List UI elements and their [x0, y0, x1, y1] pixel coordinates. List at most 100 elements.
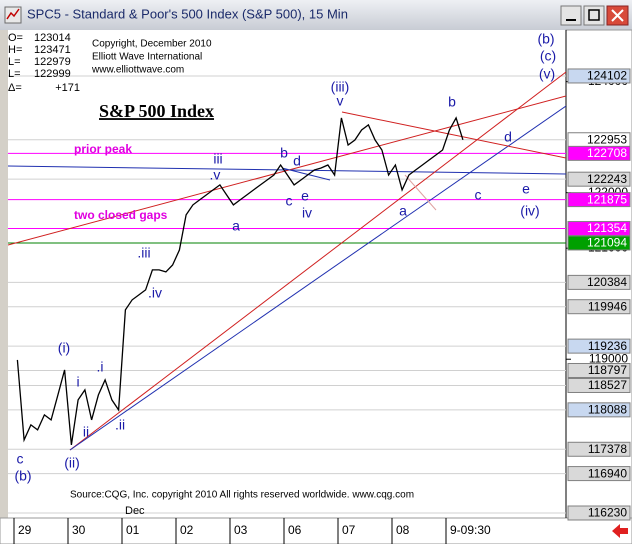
y-tick-label: 119000 [589, 351, 628, 365]
copyright: www.elliottwave.com [91, 65, 184, 76]
minimize-button[interactable] [560, 5, 582, 26]
wave-label: (b) [14, 468, 31, 484]
price-label-box [567, 192, 631, 208]
wave-label: c [17, 451, 24, 467]
price-label: 117378 [588, 442, 627, 456]
trend-line [404, 174, 437, 211]
close-glyph [611, 9, 624, 22]
ohlc-label: H= [8, 44, 22, 56]
price-label: 122243 [587, 172, 627, 186]
price-label-box [567, 68, 631, 84]
ohlc-value: +171 [55, 82, 80, 94]
copyright: Copyright, December 2010 [92, 39, 212, 50]
price-label-box [567, 505, 631, 521]
x-tick-label: 03 [234, 523, 248, 537]
x-tick-label: 08 [396, 523, 410, 537]
title-bar [0, 0, 632, 30]
annotation: prior peak [74, 142, 132, 156]
price-series [16, 116, 464, 445]
wave-label: b [448, 94, 456, 110]
wave-label: .iii [137, 245, 150, 261]
wave-label: .iv [148, 285, 162, 301]
wave-label: iii [213, 151, 222, 167]
ohlc-value: 123014 [34, 32, 71, 44]
wave-label: c [286, 193, 293, 209]
ohlc-label: L= [8, 56, 21, 68]
x-tick-label: 30 [72, 523, 86, 537]
wave-label: .v [210, 167, 221, 183]
price-label: 119236 [588, 339, 627, 353]
wave-label: (c) [540, 48, 556, 64]
price-label: 119946 [588, 299, 627, 313]
price-axis [565, 29, 632, 519]
wave-label: e [301, 188, 309, 204]
annotation: two closed gaps [74, 208, 168, 222]
price-label-box [567, 441, 631, 457]
trend-line [8, 95, 566, 246]
wave-label: (iv) [520, 203, 539, 219]
price-label-box [567, 402, 631, 418]
price-label: 124102 [587, 69, 627, 83]
wave-label: iv [302, 205, 312, 221]
ohlc-value: 122979 [34, 56, 71, 68]
wave-label: e [522, 181, 530, 197]
price-label-box [567, 377, 631, 393]
maximize-glyph [588, 9, 600, 21]
trend-line [341, 111, 566, 159]
price-label-box [567, 145, 631, 161]
plot-area [8, 30, 566, 518]
wave-label: (ii) [64, 455, 80, 471]
wave-label: a [232, 218, 240, 234]
wave-label: ii [83, 424, 89, 440]
price-label-box [567, 235, 631, 251]
price-label: 116940 [588, 466, 627, 480]
price-line [16, 116, 464, 445]
ohlc-label: L= [8, 68, 21, 80]
wave-label: (iii) [331, 79, 350, 95]
source: Source:CQG, Inc. copyright 2010 All righ… [70, 490, 414, 501]
wave-label: b [280, 145, 288, 161]
price-label: 120384 [587, 275, 627, 289]
maximize-button[interactable] [583, 5, 605, 26]
price-label: 121094 [587, 236, 627, 250]
x-tick-label: 9-09:30 [450, 523, 491, 537]
price-label: 118088 [588, 403, 627, 417]
price-label: 118797 [588, 363, 627, 377]
x-tick-label: 06 [288, 523, 302, 537]
trend-lines [8, 71, 566, 451]
ohlc-value: 123471 [34, 44, 71, 56]
x-tick-label: 07 [342, 523, 356, 537]
wave-label: (i) [58, 340, 70, 356]
window-title: SPC5 - Standard & Poor's 500 Index (S&P … [27, 6, 348, 21]
price-label: 121875 [587, 192, 627, 206]
wave-label: .ii [115, 417, 125, 433]
ohlc-label: Δ= [8, 82, 22, 94]
price-label-box [567, 171, 631, 187]
wave-label: (b) [537, 31, 554, 47]
wave-label: (v) [539, 66, 555, 82]
wave-label: c [475, 187, 482, 203]
price-label-box [567, 362, 631, 378]
price-label: 122953 [587, 132, 627, 146]
ohlc-value: 122999 [34, 68, 71, 80]
time-axis [0, 517, 632, 544]
price-label: 121354 [587, 221, 627, 235]
x-tick-label: 01 [126, 523, 140, 537]
price-label-box [567, 274, 631, 290]
month-label: Dec [125, 505, 145, 517]
wave-label: d [504, 129, 512, 145]
x-tick-label: 29 [18, 523, 32, 537]
app-icon-glyph [6, 8, 20, 20]
price-label: 116230 [588, 506, 627, 520]
price-label-box [567, 338, 631, 354]
wave-label: i [76, 374, 79, 390]
trend-line [69, 105, 566, 451]
price-label: 118527 [588, 378, 627, 392]
price-label-box [567, 299, 631, 315]
scroll-arrow[interactable] [612, 524, 628, 538]
wave-label: .i [97, 359, 104, 375]
wave-label: a [399, 203, 407, 219]
level-lines [8, 75, 566, 514]
wave-label: v [337, 93, 344, 109]
